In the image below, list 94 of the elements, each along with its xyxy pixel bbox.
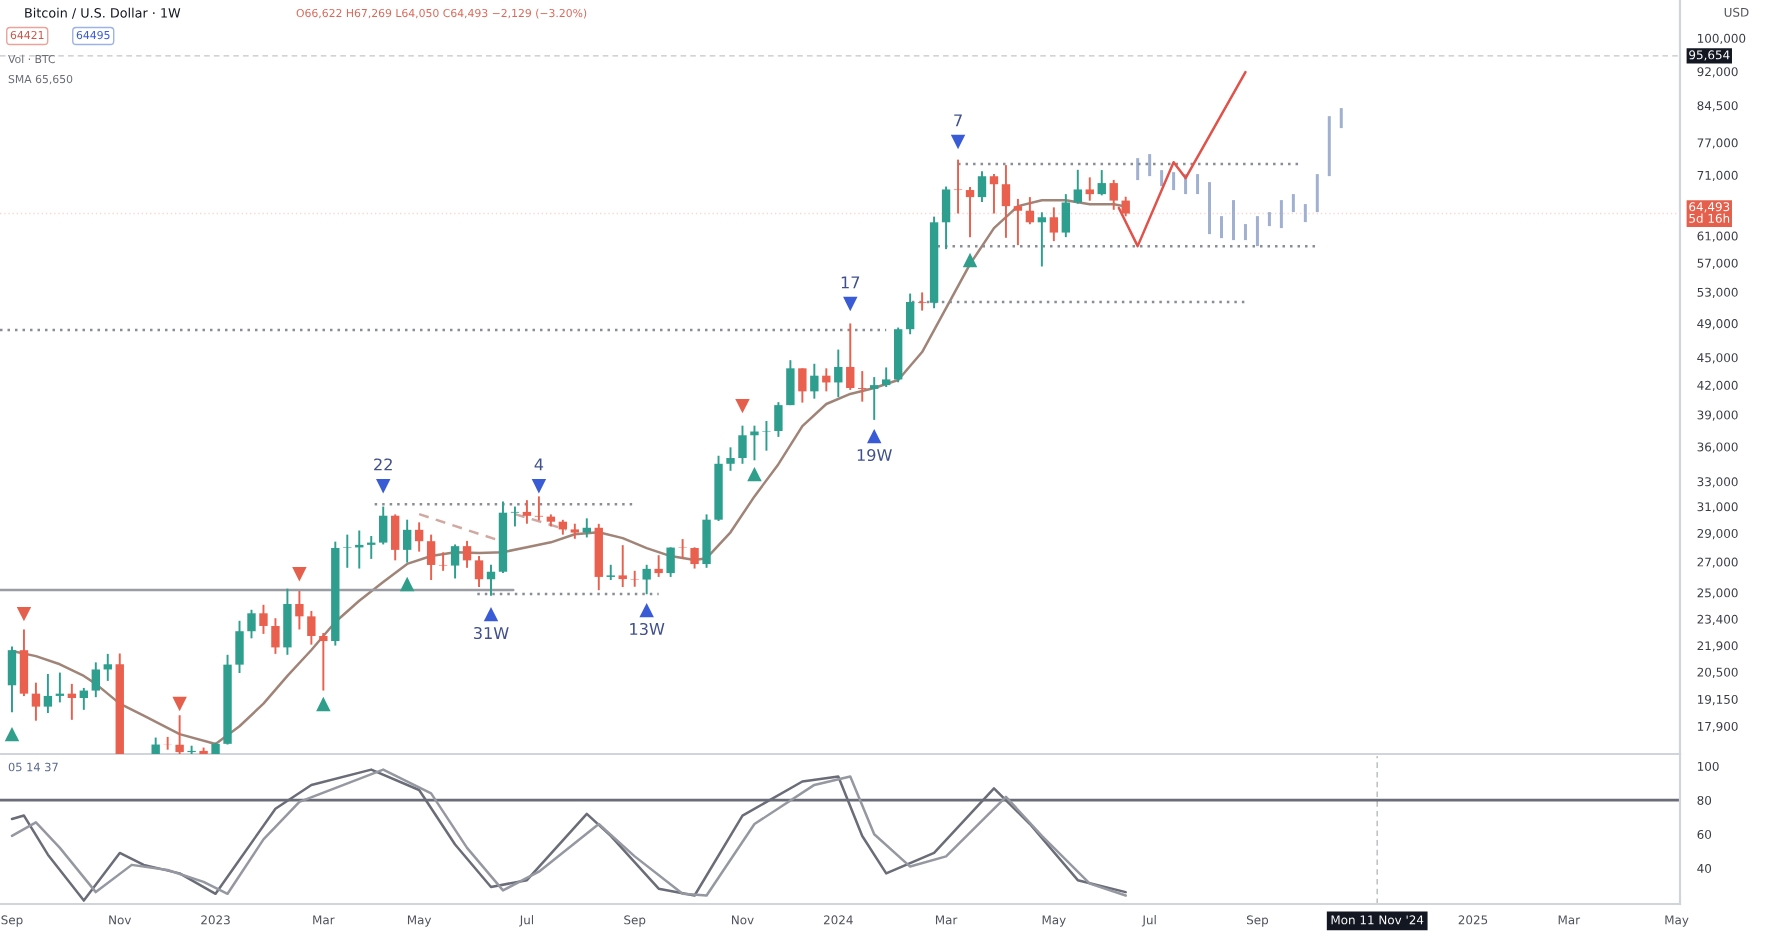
candlestick	[450, 543, 460, 580]
candlestick	[319, 632, 328, 692]
candlestick	[379, 505, 388, 546]
candlestick	[295, 590, 304, 631]
candlestick	[941, 185, 951, 251]
candlestick	[870, 376, 879, 421]
point	[962, 252, 978, 268]
candlestick	[1025, 196, 1035, 226]
point	[843, 296, 858, 312]
candlestick	[438, 551, 448, 572]
point	[866, 428, 882, 444]
candlestick	[953, 158, 963, 215]
candlestick	[834, 348, 843, 399]
candlestick	[846, 322, 855, 391]
candlestick	[1121, 195, 1130, 218]
candlestick	[1001, 164, 1011, 239]
candlestick	[31, 681, 41, 722]
annotation: 7	[954, 114, 962, 127]
candlestick	[235, 619, 244, 674]
candlestick	[822, 367, 831, 393]
candlestick	[726, 446, 735, 472]
line-series	[1117, 70, 1247, 248]
candlestick	[798, 367, 807, 404]
candlestick	[259, 603, 268, 635]
candlestick	[175, 714, 184, 754]
candlestick	[247, 608, 256, 640]
candlestick	[917, 291, 927, 312]
candlestick	[702, 513, 711, 569]
point	[639, 602, 654, 618]
point	[172, 696, 187, 712]
annotation: 19W	[857, 448, 892, 462]
point	[531, 478, 547, 494]
candlestick	[989, 173, 999, 215]
candlestick	[654, 554, 663, 578]
candlestick	[462, 539, 472, 569]
candlestick	[905, 292, 915, 336]
point	[399, 576, 415, 592]
candlestick	[1013, 197, 1023, 247]
point	[375, 478, 391, 494]
candlestick	[391, 513, 400, 562]
point	[316, 696, 331, 712]
annotation: 17	[841, 276, 860, 289]
line-series	[10, 198, 1127, 746]
candlestick	[414, 521, 424, 553]
candlestick	[43, 672, 53, 715]
candlestick	[690, 546, 699, 570]
annotation: 4	[534, 458, 544, 471]
candlestick	[510, 505, 520, 528]
annotation: 22	[374, 458, 392, 471]
candlestick	[1085, 176, 1094, 202]
candlestick	[534, 495, 544, 522]
candlestick	[271, 617, 280, 655]
candlestick	[786, 359, 795, 407]
candlestick	[283, 587, 292, 656]
candlestick	[810, 362, 819, 400]
candlestick	[582, 517, 591, 539]
candlestick	[1049, 206, 1059, 243]
candlestick	[858, 370, 867, 403]
candlestick	[977, 170, 987, 203]
candlestick	[402, 518, 412, 564]
candlestick	[1097, 169, 1106, 197]
point	[483, 606, 499, 622]
candlestick	[307, 609, 316, 646]
candlestick	[79, 686, 89, 711]
point	[4, 726, 20, 742]
candlestick	[642, 563, 651, 596]
candlestick	[666, 546, 675, 578]
candlestick	[7, 645, 17, 714]
candlestick	[187, 744, 196, 754]
candlestick	[630, 569, 639, 588]
point	[16, 606, 32, 622]
candlestick	[343, 533, 352, 569]
candlestick	[91, 661, 100, 699]
candlestick	[474, 554, 484, 589]
candlestick	[1061, 193, 1071, 239]
candlestick	[1109, 178, 1118, 211]
annotation: 31W	[474, 626, 509, 640]
point	[735, 398, 750, 414]
candlestick	[738, 424, 747, 465]
candlestick	[1037, 211, 1047, 268]
candlestick	[618, 544, 627, 589]
candlestick	[426, 533, 436, 581]
candlestick	[762, 419, 771, 452]
annotation: 13W	[630, 622, 665, 636]
candlestick	[774, 401, 783, 438]
candlestick	[19, 628, 29, 698]
point	[747, 466, 762, 482]
candlestick	[1073, 168, 1082, 205]
candlestick	[965, 186, 975, 239]
candlestick	[103, 652, 112, 682]
point	[950, 134, 966, 150]
point	[292, 566, 307, 582]
candlestick	[522, 499, 532, 525]
candlestick	[882, 366, 891, 388]
